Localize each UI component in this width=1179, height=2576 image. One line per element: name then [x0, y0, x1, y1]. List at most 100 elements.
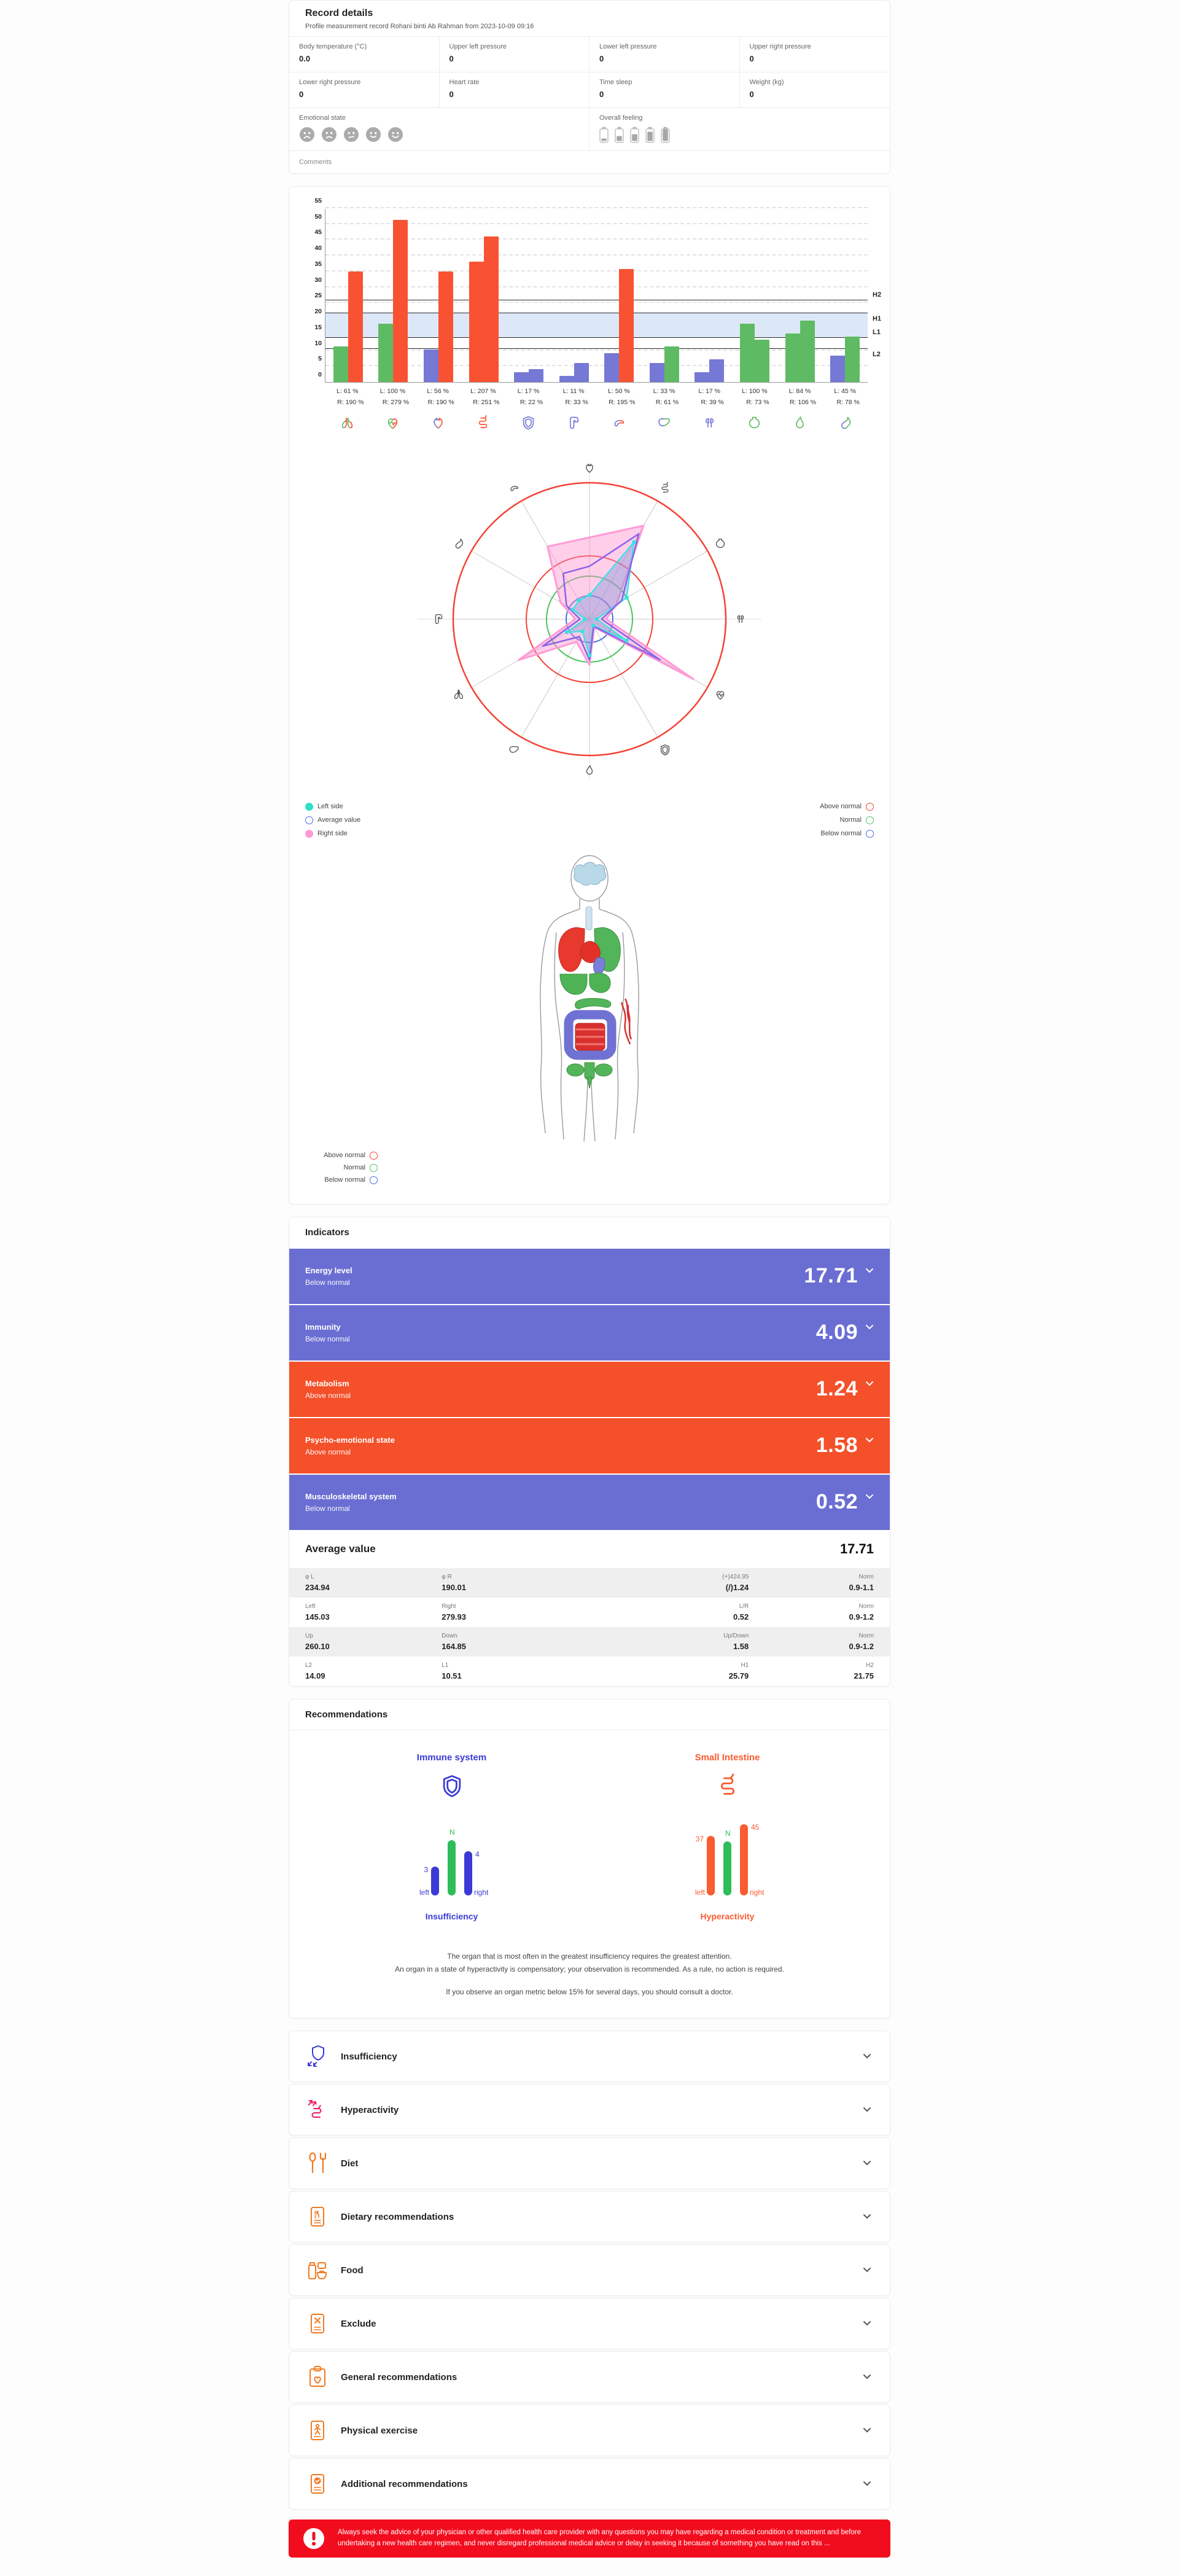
chevron-down-icon[interactable] [865, 1378, 874, 1389]
insufficiency-icon [308, 2045, 324, 2067]
additional-icon [311, 2474, 324, 2494]
metric-header: L1 [442, 1661, 449, 1669]
legend-label: Above normal [820, 803, 862, 811]
metric-cell: Norm 0.9-1.2 [749, 1633, 874, 1651]
metric-header: L2 [305, 1661, 313, 1669]
section-label: General recommendations [341, 2371, 457, 2383]
pancreas-normal [575, 997, 612, 1009]
chevron-down-icon[interactable] [863, 2158, 871, 2169]
y-axis-tick: 50 [314, 213, 322, 221]
emotion-face-happy-icon [388, 127, 403, 142]
record-field: Time sleep 0 [590, 72, 740, 108]
chevron-down-icon[interactable] [863, 2425, 871, 2436]
metric-cell: (+)424.95 (/)1.24 [578, 1574, 749, 1592]
bar-group-heart [416, 209, 461, 382]
indicator-row-musculoskeletal-system[interactable]: Musculoskeletal system Below normal 0.52 [289, 1474, 890, 1530]
arm-blood-vessels-above-normal [620, 998, 632, 1045]
chevron-down-icon[interactable] [863, 2265, 871, 2276]
recommended-organ-name: Immune system [416, 1752, 487, 1763]
chevron-down-icon[interactable] [865, 1265, 874, 1276]
right-bar-gallbladder [800, 320, 815, 382]
state-caption: Hyperactivity [700, 1911, 755, 1921]
radar-axis-pancreas-icon [510, 485, 519, 491]
record-field: Weight (kg) 0 [739, 72, 890, 108]
right-value: 45 [751, 1822, 760, 1832]
general-icon [309, 2366, 325, 2387]
field-label: Heart rate [449, 79, 480, 86]
threshold-label: H1 [873, 315, 882, 323]
radar-legend: Left side Average value Right side Above n… [305, 802, 874, 838]
indicator-row-energy-level[interactable]: Energy level Below normal 17.71 [289, 1248, 890, 1304]
indicator-row-psycho-emotional-state[interactable]: Psycho-emotional state Above normal 1.58 [289, 1418, 890, 1473]
chevron-down-icon[interactable] [863, 2211, 871, 2222]
legend-item: Left side [305, 802, 360, 811]
bar-group-stomach [822, 209, 868, 382]
metric-value: 190.01 [442, 1582, 466, 1592]
indicator-row-immunity[interactable]: Immunity Below normal 4.09 [289, 1305, 890, 1360]
lr-percent-label-stomach: L: 45 % R: 78 % [834, 388, 860, 406]
chevron-down-icon[interactable] [863, 2318, 871, 2329]
chevron-down-icon[interactable] [863, 2371, 871, 2383]
metric-value: 21.75 [854, 1671, 874, 1680]
battery-level-20-icon [599, 127, 609, 143]
chevron-down-icon[interactable] [865, 1435, 874, 1446]
left-value: 37 [695, 1834, 704, 1843]
record-field: Upper left pressure 0 [439, 37, 590, 72]
metric-value: 14.09 [305, 1671, 325, 1680]
indicator-row-metabolism[interactable]: Metabolism Above normal 1.24 [289, 1361, 890, 1417]
chevron-down-icon[interactable] [863, 2104, 871, 2115]
organ-radar-chart [418, 458, 761, 787]
food-icon [308, 2262, 327, 2280]
lr-percent-label-immune: L: 17 % R: 22 % [517, 388, 543, 406]
section-row-exercise[interactable]: Physical exercise [289, 2405, 890, 2457]
metric-cell: φ R 190.01 [442, 1574, 578, 1592]
chevron-down-icon[interactable] [863, 2478, 871, 2489]
recommendation-hyperactivity-column: Small Intestine 37 left N 45 right Hyperactivi… [636, 1752, 820, 1921]
left-bar-stomach [830, 356, 846, 382]
left-bar-pancreas [604, 353, 620, 382]
large-intestine-below-normal [564, 1010, 617, 1060]
section-row-additional[interactable]: Additional recommendations [289, 2458, 890, 2510]
bar-chart-plot: H2 H1 L1 L2 0 5 10 15 20 25 30 35 40 45 50 55 [314, 197, 881, 383]
chevron-down-icon[interactable] [865, 1491, 874, 1502]
heart-icon [415, 415, 461, 431]
section-row-insufficiency[interactable]: Insufficiency [289, 2031, 890, 2083]
right-bar-pancreas [619, 268, 634, 382]
exclamation-icon [303, 2528, 324, 2550]
bar-group-lungs [325, 209, 371, 382]
legend-item: Above normal [820, 802, 874, 811]
stomach-normal [589, 972, 611, 993]
metric-cell: H1 25.79 [578, 1662, 749, 1680]
kidneys-icon [687, 415, 732, 431]
left-bar-kidneys [695, 372, 710, 382]
metric-cell: L/R 0.52 [578, 1603, 749, 1622]
vessels [593, 956, 605, 975]
bar-group-large_intestine [551, 209, 597, 382]
emotional-state-cell: Emotional state [289, 108, 590, 150]
metric-value: 10.51 [442, 1671, 462, 1680]
indicator-status: Below normal [305, 1278, 350, 1287]
state-caption: Insufficiency [425, 1911, 478, 1921]
metric-cell: Norm 0.9-1.2 [749, 1603, 874, 1622]
section-row-general[interactable]: General recommendations [289, 2351, 890, 2403]
threshold-line-L1: L1 [325, 329, 881, 338]
field-label: Time sleep [599, 79, 632, 86]
gridline [325, 238, 868, 240]
legend-item: Normal [820, 816, 874, 824]
section-row-diet[interactable]: Diet [289, 2137, 890, 2190]
section-row-dietary[interactable]: Dietary recommendations [289, 2191, 890, 2243]
legend-label: Below normal [324, 1176, 365, 1184]
section-row-food[interactable]: Food [289, 2244, 890, 2297]
human-body-illustration [540, 854, 639, 1141]
section-row-exclude[interactable]: Exclude [289, 2298, 890, 2350]
pancreas-icon [596, 415, 642, 431]
chevron-down-icon[interactable] [863, 2051, 871, 2062]
right-bar-small_intestine [483, 236, 499, 382]
record-field: Lower left pressure 0 [590, 37, 740, 72]
section-row-hyperactivity[interactable]: Hyperactivity [289, 2084, 890, 2136]
gridline [325, 254, 868, 256]
section-label: Hyperactivity [341, 2104, 399, 2115]
average-value-number: 17.71 [839, 1540, 874, 1556]
chevron-down-icon[interactable] [865, 1322, 874, 1333]
recommendations-title: Recommendations [305, 1709, 388, 1720]
